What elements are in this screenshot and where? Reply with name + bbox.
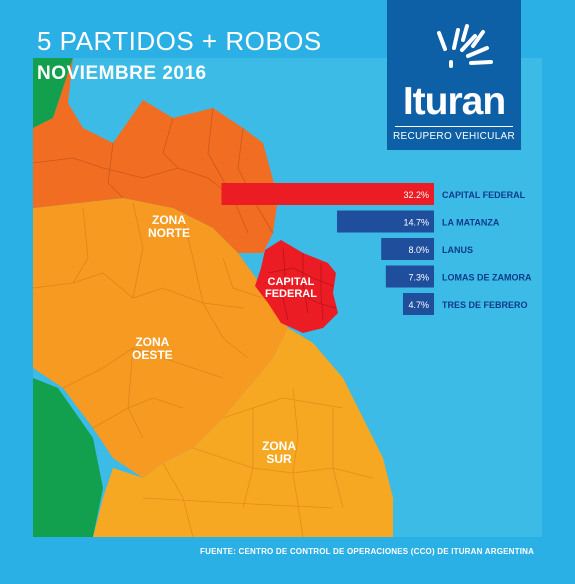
- logo-tagline: RECUPERO VEHICULAR: [392, 131, 516, 142]
- bar-category-label: LOMAS DE ZAMORA: [442, 273, 532, 283]
- outer-region-bottom: [33, 378, 103, 537]
- bar-capital-federal: [221, 183, 434, 205]
- bar-category-label: LANUS: [442, 245, 473, 255]
- bar-value-label: 8.0%: [408, 245, 429, 255]
- capital-federal-label: CAPITAL FEDERAL: [265, 276, 317, 300]
- sunburst-icon: [437, 24, 493, 68]
- bar-category-label: TRES DE FEBRERO: [442, 300, 528, 310]
- zona-oeste-region: [33, 198, 288, 478]
- zona-sur-region: [93, 328, 393, 537]
- bar-category-label: CAPITAL FEDERAL: [442, 190, 526, 200]
- capital-federal-region: [255, 240, 338, 333]
- capital-borders: [267, 247, 337, 321]
- oeste-borders: [33, 202, 264, 439]
- bar-category-label: LA MATANZA: [442, 218, 500, 228]
- logo-divider: [395, 126, 513, 127]
- bar-value-label: 4.7%: [408, 300, 429, 310]
- zona-norte-label: ZONA NORTE: [148, 213, 190, 240]
- logo-wordmark: Ituran: [402, 80, 506, 123]
- ituran-logo: Ituran RECUPERO VEHICULAR: [387, 0, 521, 150]
- zona-norte-region: [33, 58, 278, 253]
- buenos-aires-map: [33, 58, 393, 537]
- page-title: 5 PARTIDOS + ROBOS: [37, 26, 322, 56]
- bar-value-label: 14.7%: [403, 218, 429, 228]
- outer-region-top: [33, 58, 73, 128]
- page-subtitle: NOVIEMBRE 2016: [37, 63, 207, 84]
- zona-oeste-label: ZONA OESTE: [132, 335, 173, 362]
- bar-lomas-de-zamora: [385, 265, 434, 288]
- bar-tres-de-febrero: [402, 293, 434, 315]
- bar-value-label: 7.3%: [408, 273, 429, 283]
- sur-borders: [142, 387, 374, 537]
- bar-value-label: 32.2%: [403, 190, 429, 200]
- bar-lanus: [381, 238, 434, 260]
- source-note: FUENTE: CENTRO DE CONTROL DE OPERACIONES…: [200, 547, 535, 556]
- bar-la-matanza: [336, 210, 434, 233]
- zona-sur-label: ZONA SUR: [262, 439, 296, 466]
